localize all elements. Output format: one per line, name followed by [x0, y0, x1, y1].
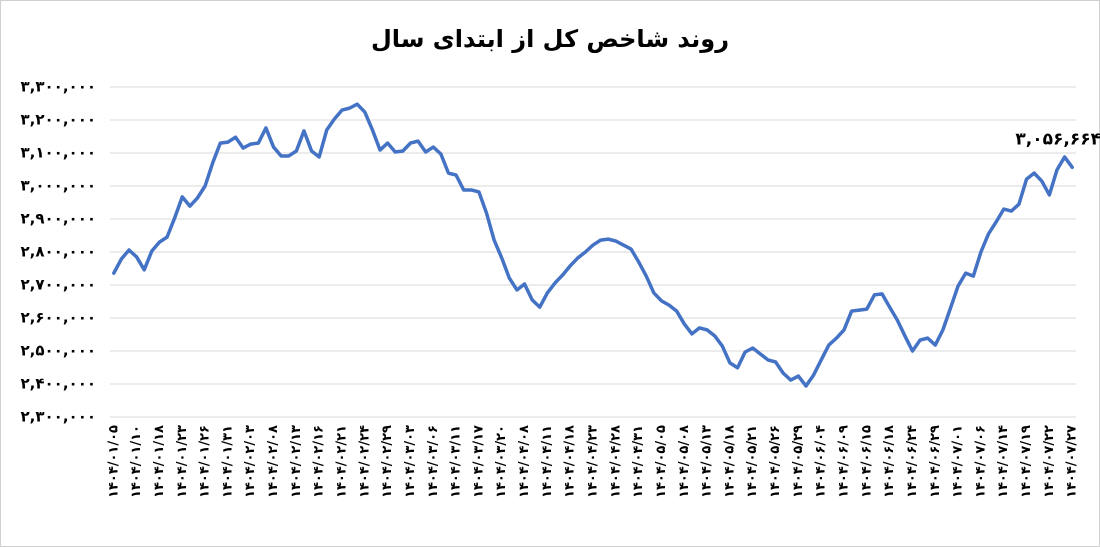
x-tick-label: ۱۴۰۴/۰۳/۲۰ [494, 425, 509, 498]
y-tick-label: ۳,۱۰۰,۰۰۰ [21, 144, 96, 162]
y-tick-label: ۲,۹۰۰,۰۰۰ [21, 210, 96, 228]
x-tick-label: ۱۴۰۴/۰۱/۳۱ [220, 425, 235, 498]
y-tick-label: ۲,۵۰۰,۰۰۰ [21, 342, 96, 360]
x-tick-label: ۱۴۰۴/۰۲/۰۸ [266, 425, 281, 498]
x-tick-label: ۱۴۰۴/۰۴/۲۳ [586, 425, 601, 498]
x-tick-label: ۱۴۰۴/۰۱/۱۰ [129, 425, 144, 498]
y-tick-label: ۲,۶۰۰,۰۰۰ [21, 309, 96, 327]
y-tick-label: ۲,۴۰۰,۰۰۰ [21, 375, 96, 393]
x-tick-label: ۱۴۰۴/۰۵/۲۹ [791, 425, 806, 498]
y-tick-label: ۲,۷۰۰,۰۰۰ [21, 276, 96, 294]
x-tick-label: ۱۴۰۴/۰۵/۰۸ [677, 425, 692, 498]
y-tick-label: ۳,۳۰۰,۰۰۰ [21, 78, 96, 96]
x-tick-label: ۱۴۰۴/۰۱/۱۸ [152, 425, 167, 498]
x-tick-label: ۱۴۰۴/۰۱/۲۳ [175, 425, 190, 498]
x-tick-label: ۱۴۰۴/۰۴/۳۱ [631, 425, 646, 498]
x-tick-label: ۱۴۰۴/۰۲/۲۹ [380, 425, 395, 498]
x-tick-label: ۱۴۰۴/۰۲/۲۱ [334, 425, 349, 498]
x-tick-label: ۱۴۰۴/۰۶/۰۹ [837, 425, 852, 498]
x-tick-label: ۱۴۰۴/۰۱/۲۶ [198, 425, 213, 498]
x-tick-label: ۱۴۰۴/۰۷/۱۹ [1019, 425, 1034, 498]
x-tick-label: ۱۴۰۴/۰۴/۰۸ [517, 425, 532, 498]
line-series [112, 102, 1074, 388]
x-tick-label: ۱۴۰۴/۰۳/۱۱ [449, 425, 464, 498]
y-tick-label: ۳,۰۰۰,۰۰۰ [21, 177, 96, 195]
x-tick-label: ۱۴۰۴/۰۷/۰۶ [973, 425, 988, 498]
y-tick-label: ۲,۸۰۰,۰۰۰ [21, 243, 96, 261]
x-tick-label: ۱۴۰۴/۰۶/۰۴ [814, 425, 829, 498]
x-tick-label: ۱۴۰۴/۰۵/۲۱ [745, 425, 760, 498]
x-tick-label: ۱۴۰۴/۰۶/۱۸ [882, 425, 897, 498]
x-tick-label: ۱۴۰۴/۰۲/۱۶ [312, 425, 327, 498]
x-tick-label: ۱۴۰۴/۰۶/۲۹ [928, 425, 943, 498]
x-tick-label: ۱۴۰۴/۰۶/۲۴ [905, 425, 920, 498]
x-tick-label: ۱۴۰۴/۰۲/۰۳ [243, 425, 258, 498]
x-tick-label: ۱۴۰۴/۰۲/۲۴ [357, 425, 372, 498]
x-tick-label: ۱۴۰۴/۰۵/۰۵ [654, 425, 669, 498]
x-tick-label: ۱۴۰۴/۰۴/۱۱ [540, 425, 555, 498]
y-tick-label: ۲,۳۰۰,۰۰۰ [21, 408, 96, 426]
x-tick-label: ۱۴۰۴/۰۲/۱۳ [289, 425, 304, 498]
x-tick-label: ۱۴۰۴/۰۳/۰۶ [426, 425, 441, 498]
x-tick-label: ۱۴۰۴/۰۵/۱۳ [700, 425, 715, 498]
x-tick-label: ۱۴۰۴/۰۱/۰۵ [106, 425, 121, 498]
data-label: ۳,۰۵۶,۶۶۴ [1015, 129, 1100, 149]
x-tick-label: ۱۴۰۴/۰۴/۲۸ [608, 425, 623, 498]
x-tick-label: ۱۴۰۴/۰۳/۱۷ [471, 425, 486, 498]
y-tick-label: ۳,۲۰۰,۰۰۰ [21, 111, 96, 129]
chart-title: روند شاخص کل از ابتدای سال [371, 25, 729, 53]
x-tick-label: ۱۴۰۴/۰۵/۲۶ [768, 425, 783, 498]
x-tick-label: ۱۴۰۴/۰۷/۱۴ [996, 425, 1011, 498]
x-tick-label: ۱۴۰۴/۰۷/۲۲ [1042, 425, 1057, 498]
x-tick-label: ۱۴۰۴/۰۷/۲۷ [1065, 425, 1080, 498]
x-tick-label: ۱۴۰۴/۰۷/۰۱ [951, 425, 966, 498]
x-tick-label: ۱۴۰۴/۰۵/۱۸ [722, 425, 737, 498]
x-tick-label: ۱۴۰۴/۰۶/۱۵ [859, 425, 874, 498]
x-tick-label: ۱۴۰۴/۰۴/۱۸ [563, 425, 578, 498]
x-tick-label: ۱۴۰۴/۰۳/۰۳ [403, 425, 418, 498]
